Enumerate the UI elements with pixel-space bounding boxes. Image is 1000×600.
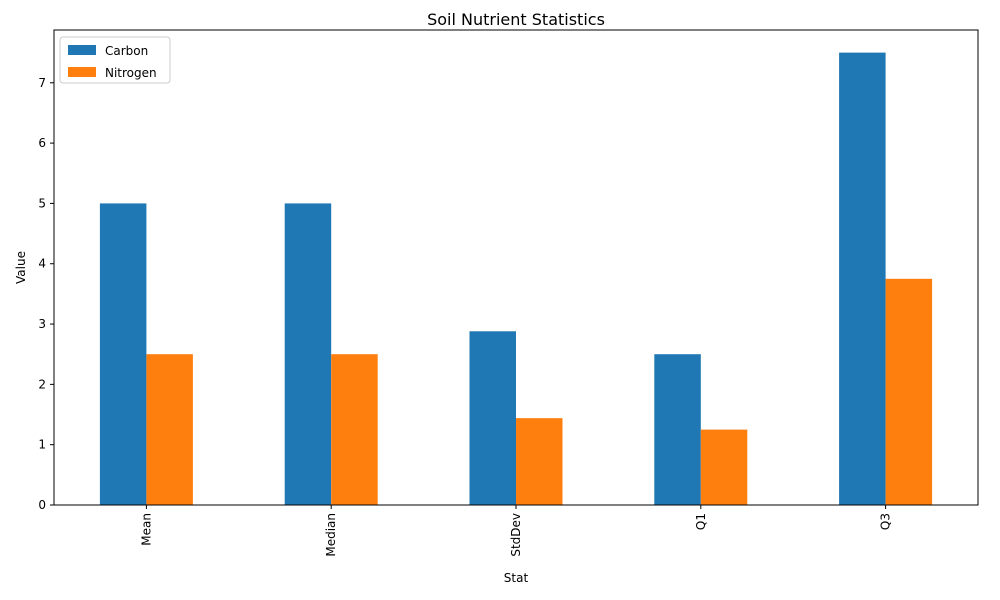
x-tick-label: StdDev (509, 513, 523, 557)
bar-carbon-q1 (654, 354, 701, 505)
bar-carbon-mean (99, 203, 147, 505)
legend-swatch-carbon (68, 45, 96, 55)
y-axis: 0 1 2 3 4 5 6 7 (38, 76, 54, 512)
y-tick-label: 3 (38, 317, 46, 331)
y-tick-label: 1 (38, 438, 46, 452)
y-tick-label: 0 (38, 498, 46, 512)
bar-nitrogen-mean (146, 354, 193, 505)
bars-group (99, 52, 933, 505)
bar-nitrogen-median (331, 354, 378, 505)
bar-nitrogen-q3 (885, 278, 933, 505)
x-axis-label: Stat (504, 571, 529, 585)
y-tick-label: 5 (38, 196, 46, 210)
legend: Carbon Nitrogen (59, 36, 171, 84)
x-tick-label: Q1 (694, 513, 708, 530)
x-tick-label: Q3 (879, 513, 893, 530)
y-tick-label: 2 (38, 377, 46, 391)
y-axis-label: Value (14, 251, 28, 284)
plot-frame (53, 29, 979, 506)
bar-carbon-median (284, 203, 332, 505)
chart-title: Soil Nutrient Statistics (427, 10, 605, 29)
x-axis: Mean Median StdDev Q1 Q3 (139, 505, 893, 557)
legend-swatch-nitrogen (68, 67, 96, 77)
legend-label-carbon: Carbon (105, 44, 148, 58)
bar-carbon-q3 (839, 52, 886, 505)
y-tick-label: 4 (38, 257, 46, 271)
y-tick-label: 7 (38, 76, 46, 90)
x-tick-label: Median (324, 513, 338, 557)
bar-carbon-stddev (469, 331, 516, 505)
y-tick-label: 6 (38, 136, 46, 150)
bar-nitrogen-q1 (700, 429, 748, 505)
legend-label-nitrogen: Nitrogen (105, 66, 157, 80)
x-tick-label: Mean (139, 513, 153, 546)
bar-nitrogen-stddev (516, 418, 563, 505)
